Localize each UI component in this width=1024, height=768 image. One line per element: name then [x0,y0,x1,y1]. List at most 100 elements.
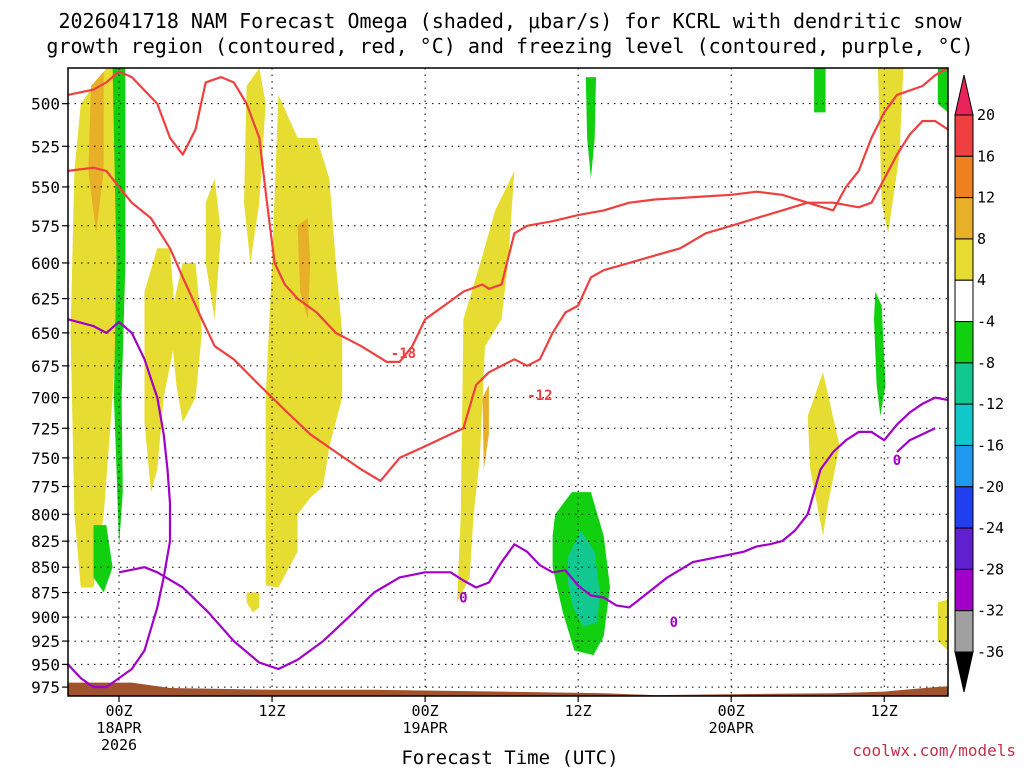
colorbar-box-10 [954,527,974,570]
ytick-label-950: 950 [31,655,60,674]
ytick-label-900: 900 [31,608,60,627]
contour-label-0: -18 [391,346,416,362]
xtick-label-36-0: 12Z [565,702,592,720]
contour-line-2 [67,318,172,689]
ytick-label-925: 925 [31,632,60,651]
terrain-fill [68,682,948,696]
plot-border [67,67,949,697]
omega-region-11 [585,77,596,179]
colorbar-label-1: 16 [977,147,995,165]
colorbar-box-6 [954,362,974,405]
ytick-label-550: 550 [31,178,60,197]
colorbar-label-11: -28 [977,560,1004,578]
omega-region-8 [246,592,260,613]
contour-line-3 [118,396,949,671]
colorbar-label-9: -20 [977,478,1004,496]
pressure-gridlines [68,68,948,696]
temperature-contours: -18 -12 0 0 0 [67,67,949,689]
colorbar-label-0: 20 [977,106,995,124]
omega-region-16 [874,291,886,417]
colorbar-label-4: 4 [977,271,986,289]
colorbar-box-7 [954,403,974,446]
contour-line-4 [896,427,936,453]
omega-region-5 [244,68,266,263]
colorbar-box-0 [954,114,974,157]
colorbar-box-1 [954,155,974,199]
xtick-label-12-0: 12Z [259,702,286,720]
contour-label-3: 0 [670,615,678,631]
colorbar-label-7: -12 [977,395,1004,413]
omega-region-2 [144,248,177,493]
colorbar-box-8 [954,444,974,488]
x-axis-label: Forecast Time (UTC) [401,747,618,768]
colorbar-box-12 [954,610,974,653]
omega-region-9 [457,170,515,603]
ytick-label-525: 525 [31,137,60,156]
xtick-label-24-1: 19APR [403,719,449,737]
colorbar-label-5: -4 [977,313,995,331]
omega-region-10 [482,385,489,470]
plot-background [68,68,948,696]
omega-region-6 [265,94,343,588]
ytick-label-875: 875 [31,584,60,603]
ytick-label-975: 975 [31,678,60,697]
contour-line-0 [67,67,949,363]
ytick-label-625: 625 [31,290,60,309]
omega-region-21 [937,599,948,651]
contour-label-1: -12 [527,388,552,404]
contour-line-1 [67,119,949,482]
omega-region-1 [88,71,104,234]
colorbar-box-9 [954,486,974,529]
ground-terrain [68,682,948,696]
omega-region-14 [807,372,840,536]
pressure-axis: 500 525 550 575 600 625 650 675 700 725 750 775 800 8… [31,95,68,697]
xtick-label-48-1: 20APR [709,719,755,737]
colorbar-label-6: -8 [977,354,995,372]
xtick-label-0-1: 18APR [96,719,142,737]
credit-text: coolwx.com/models [852,741,1016,760]
ytick-label-650: 650 [31,324,60,343]
colorbar-box-4 [954,279,974,323]
colorbar-label-12: -32 [977,602,1004,620]
xtick-label-60-0: 12Z [871,702,898,720]
ytick-label-700: 700 [31,389,60,408]
colorbar-label-2: 12 [977,189,995,207]
colorbar: 20 16 12 8 4 -4 -8 -12 -16 -20 -24 -28 -32 -36 [954,74,1004,693]
ytick-label-850: 850 [31,558,60,577]
chart-title-line-1: 2026041718 NAM Forecast Omega (shaded, μ… [58,9,962,33]
colorbar-label-3: 8 [977,230,986,248]
colorbar-box-2 [954,197,974,240]
colorbar-box-3 [954,238,974,281]
ytick-label-750: 750 [31,449,60,468]
colorbar-box-5 [954,321,974,364]
ytick-label-725: 725 [31,419,60,438]
colorbar-label-13: -36 [977,643,1004,661]
omega-region-18 [112,68,126,547]
plot-area: -18 -12 0 0 0 [67,67,949,697]
omega-region-4 [205,178,221,320]
ytick-label-675: 675 [31,357,60,376]
ytick-label-600: 600 [31,254,60,273]
ytick-label-825: 825 [31,532,60,551]
omega-region-19 [93,525,113,593]
chart-title-line-2: growth region (contoured, red, °C) and f… [46,34,973,58]
xtick-label-24-0: 00Z [412,702,439,720]
xtick-label-48-0: 00Z [718,702,745,720]
omega-region-13 [567,530,600,627]
contour-label-4: 0 [893,453,901,469]
colorbar-bottom-arrow [954,651,974,693]
ytick-label-575: 575 [31,217,60,236]
colorbar-box-11 [954,568,974,612]
omega-region-15 [814,68,826,113]
omega-region-7 [297,218,311,320]
xtick-label-0-0: 00Z [105,702,132,720]
colorbar-label-8: -16 [977,436,1004,454]
ytick-label-800: 800 [31,505,60,524]
ytick-label-500: 500 [31,95,60,114]
colorbar-top-arrow [954,74,974,116]
colorbar-label-10: -24 [977,519,1004,537]
omega-region-20 [937,68,948,113]
contour-label-2: 0 [459,591,467,607]
